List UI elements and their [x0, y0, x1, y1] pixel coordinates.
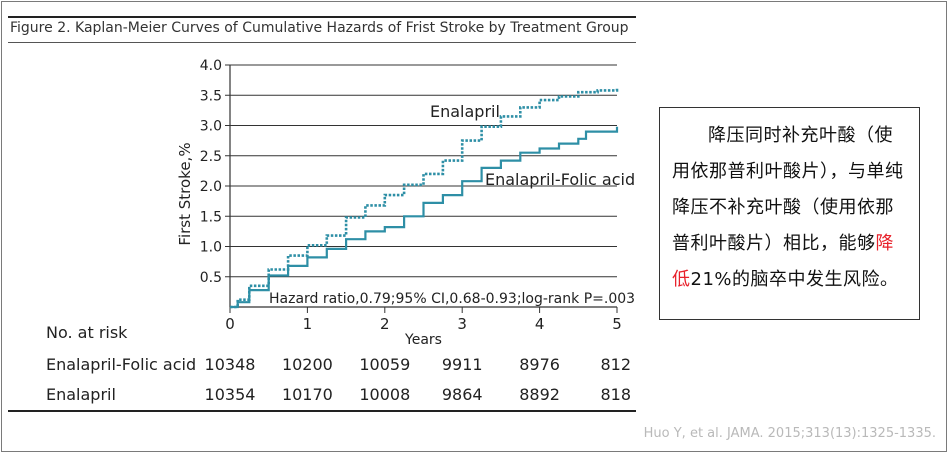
x-axis-label: Years [404, 332, 442, 348]
y-tick-label: 2.0 [200, 179, 222, 195]
risk-value: 10170 [282, 385, 333, 404]
x-tick-label: 5 [612, 315, 622, 333]
risk-value: 10059 [359, 355, 410, 374]
y-tick-label: 1.0 [200, 240, 222, 256]
x-tick-label: 1 [303, 315, 313, 333]
note-text: 降压同时补充叶酸（使用依那普利叶酸片），与单纯降压不补充叶酸（使用依那普利叶酸片… [672, 118, 907, 298]
figure-panel: Figure 2. Kaplan-Meier Curves of Cumulat… [8, 16, 636, 412]
y-tick-label: 4.0 [200, 58, 222, 74]
series-line-enalapril-folic-acid [230, 126, 619, 309]
risk-value: 818 [600, 385, 631, 404]
x-tick-label: 0 [225, 315, 235, 333]
risk-value: 10354 [205, 385, 256, 404]
title-divider [8, 42, 636, 43]
y-tick-label: 3.5 [200, 88, 222, 104]
series-label-enalapril-folic-acid: Enalapril-Folic acid [485, 170, 635, 189]
kaplan-meier-chart: 0.5 1.0 1.5 2.0 2.5 3.0 3.5 4.0 0 1 2 3 4 5 Years First… [46, 58, 635, 404]
figure-title: Figure 2. Kaplan-Meier Curves of Cumulat… [10, 20, 629, 36]
risk-value: 812 [600, 355, 631, 374]
x-tick-label: 4 [535, 315, 545, 333]
note-text-after: 21%的脑卒中发生风险。 [690, 269, 899, 290]
y-tick-label: 2.5 [200, 149, 222, 165]
risk-value: 9864 [442, 385, 483, 404]
x-tick-label: 3 [457, 315, 467, 333]
y-tick-label: 0.5 [200, 270, 222, 286]
risk-value: 10348 [205, 355, 256, 374]
x-tick-label: 2 [380, 315, 390, 333]
risk-value: 8976 [519, 355, 560, 374]
note-box: 降压同时补充叶酸（使用依那普利叶酸片），与单纯降压不补充叶酸（使用依那普利叶酸片… [659, 107, 920, 320]
risk-row-label: Enalapril [46, 385, 116, 404]
citation: Huo Y, et al. JAMA. 2015;313(13):1325-13… [643, 426, 936, 441]
risk-value: 10008 [359, 385, 410, 404]
y-axis-label: First Stroke,% [176, 142, 194, 245]
hazard-ratio-annotation: Hazard ratio,0.79;95% CI,0.68-0.93;log-r… [269, 291, 635, 307]
note-text-before: 降压同时补充叶酸（使用依那普利叶酸片），与单纯降压不补充叶酸（使用依那普利叶酸片… [672, 125, 904, 254]
note-highlight: 降低 [672, 233, 894, 290]
y-tick-label: 1.5 [200, 209, 222, 225]
risk-value: 9911 [442, 355, 483, 374]
risk-value: 8892 [519, 385, 560, 404]
y-tick-label: 3.0 [200, 119, 222, 135]
risk-row-label: Enalapril-Folic acid [46, 355, 196, 374]
risk-table-header: No. at risk [46, 323, 128, 342]
risk-value: 10200 [282, 355, 333, 374]
series-label-enalapril: Enalapril [430, 102, 500, 121]
